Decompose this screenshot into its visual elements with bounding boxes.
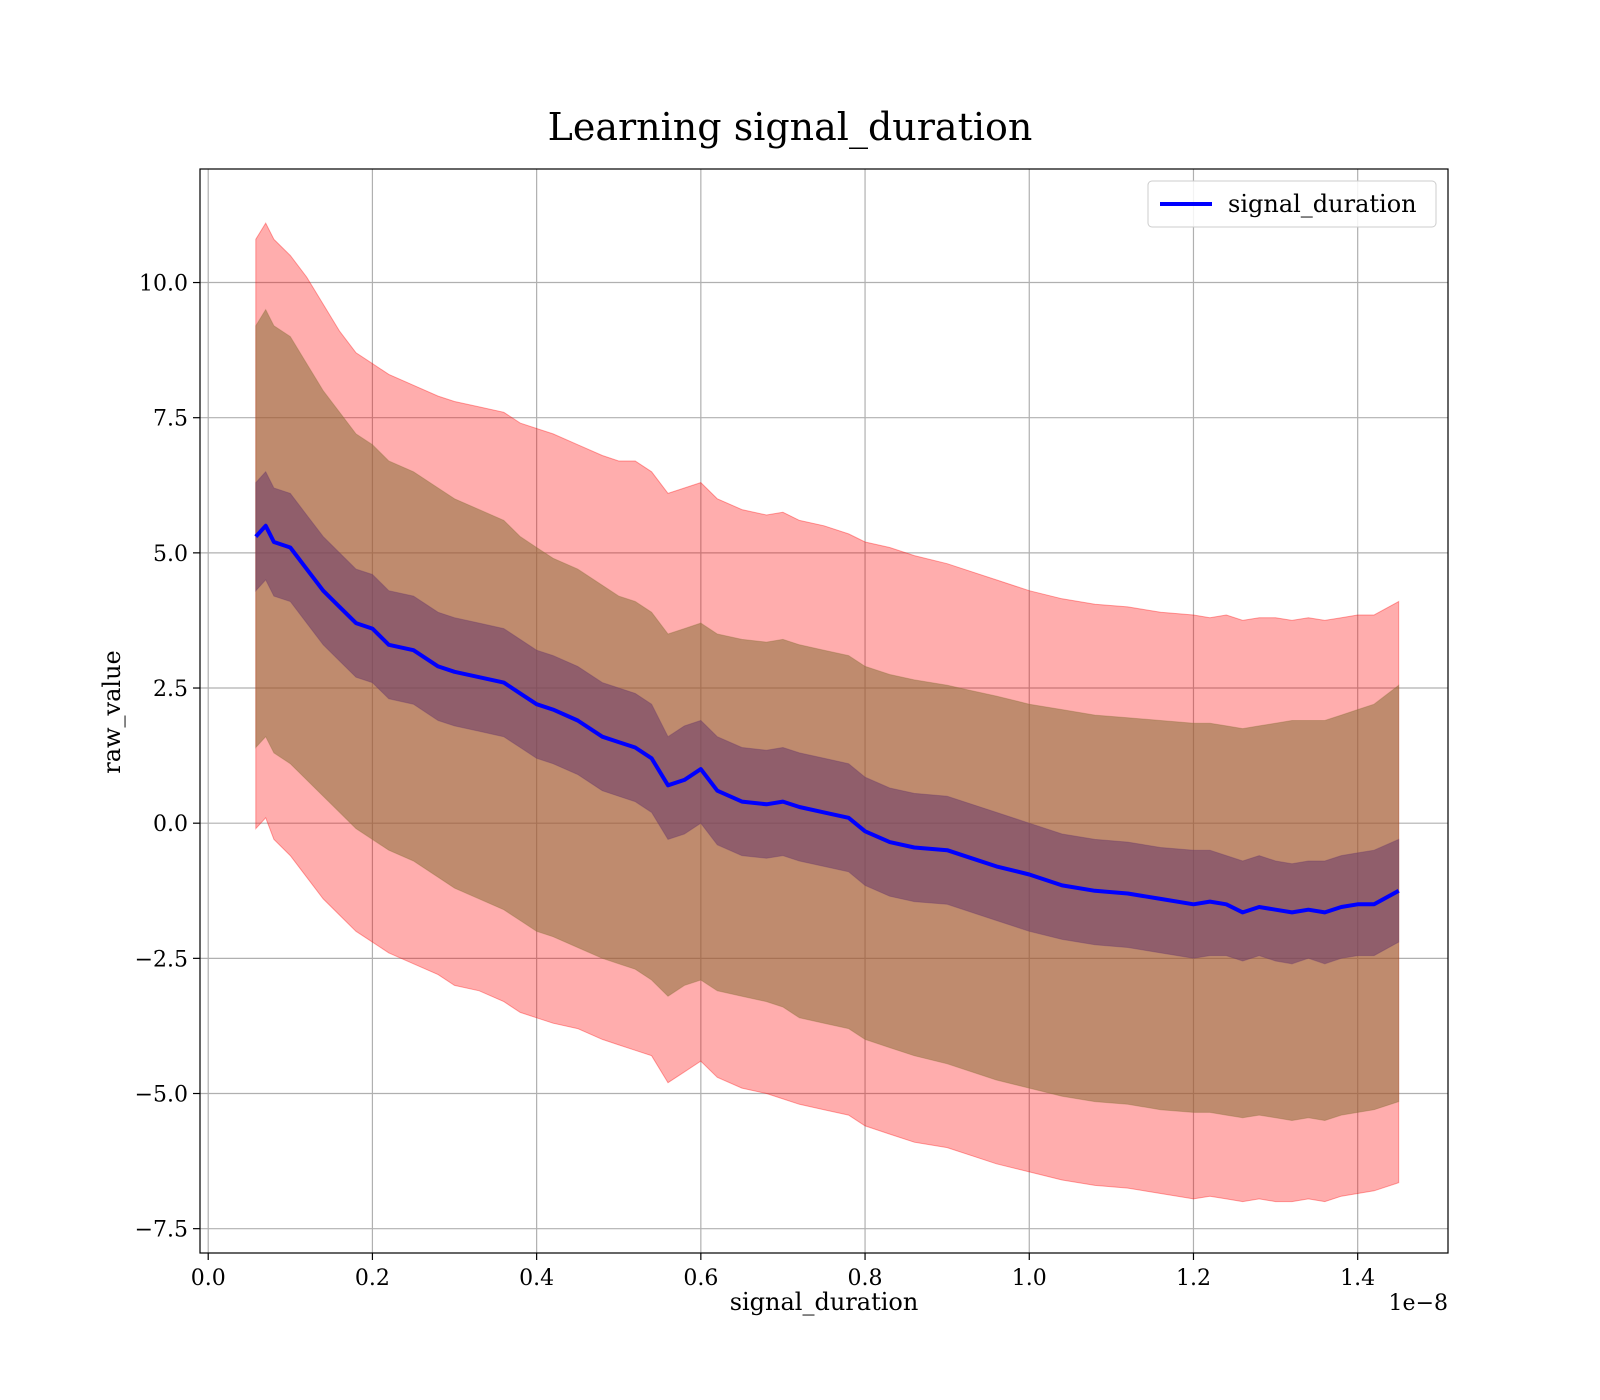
x-tick-label: 0.2: [355, 1266, 390, 1291]
series-line-signal-duration: [254, 523, 1400, 915]
x-tick-label: 0.0: [191, 1266, 226, 1291]
y-tick-label: 2.5: [153, 677, 188, 702]
x-tick-label: 0.8: [848, 1266, 883, 1291]
y-axis-label: raw_value: [98, 650, 126, 774]
y-tick-label: −7.5: [135, 1218, 188, 1243]
chart-title: Learning signal_duration: [548, 105, 1033, 150]
series-lines: [254, 523, 1400, 915]
confidence-bands: [255, 222, 1400, 1203]
y-tick-label: 10.0: [139, 272, 188, 297]
plot-frame: [199, 168, 1449, 1254]
y-tick-label: 0.0: [153, 812, 188, 837]
y-tick-label: −2.5: [135, 947, 188, 972]
axis-ticks: 0.0 0.2 0.4 0.6 0.8 1.0 1.2 1.4 −7.5 −5.0 −2.5 0.0 2…: [135, 272, 1376, 1291]
x-axis-offset-label: 1e−8: [1389, 1291, 1448, 1316]
y-tick-label: 5.0: [153, 542, 188, 567]
legend: signal_duration: [1147, 180, 1437, 228]
x-tick-label: 1.2: [1176, 1266, 1211, 1291]
legend-box: [1147, 180, 1437, 228]
band-inner: [255, 470, 1400, 965]
x-tick-label: 0.4: [519, 1266, 554, 1291]
y-tick-label: −5.0: [135, 1083, 188, 1108]
legend-label: signal_duration: [1228, 190, 1417, 218]
x-axis-label: signal_duration: [730, 1288, 919, 1316]
x-tick-label: 0.6: [683, 1266, 718, 1291]
x-tick-label: 1.0: [1012, 1266, 1047, 1291]
y-tick-label: 7.5: [153, 407, 188, 432]
x-tick-label: 1.4: [1340, 1266, 1375, 1291]
